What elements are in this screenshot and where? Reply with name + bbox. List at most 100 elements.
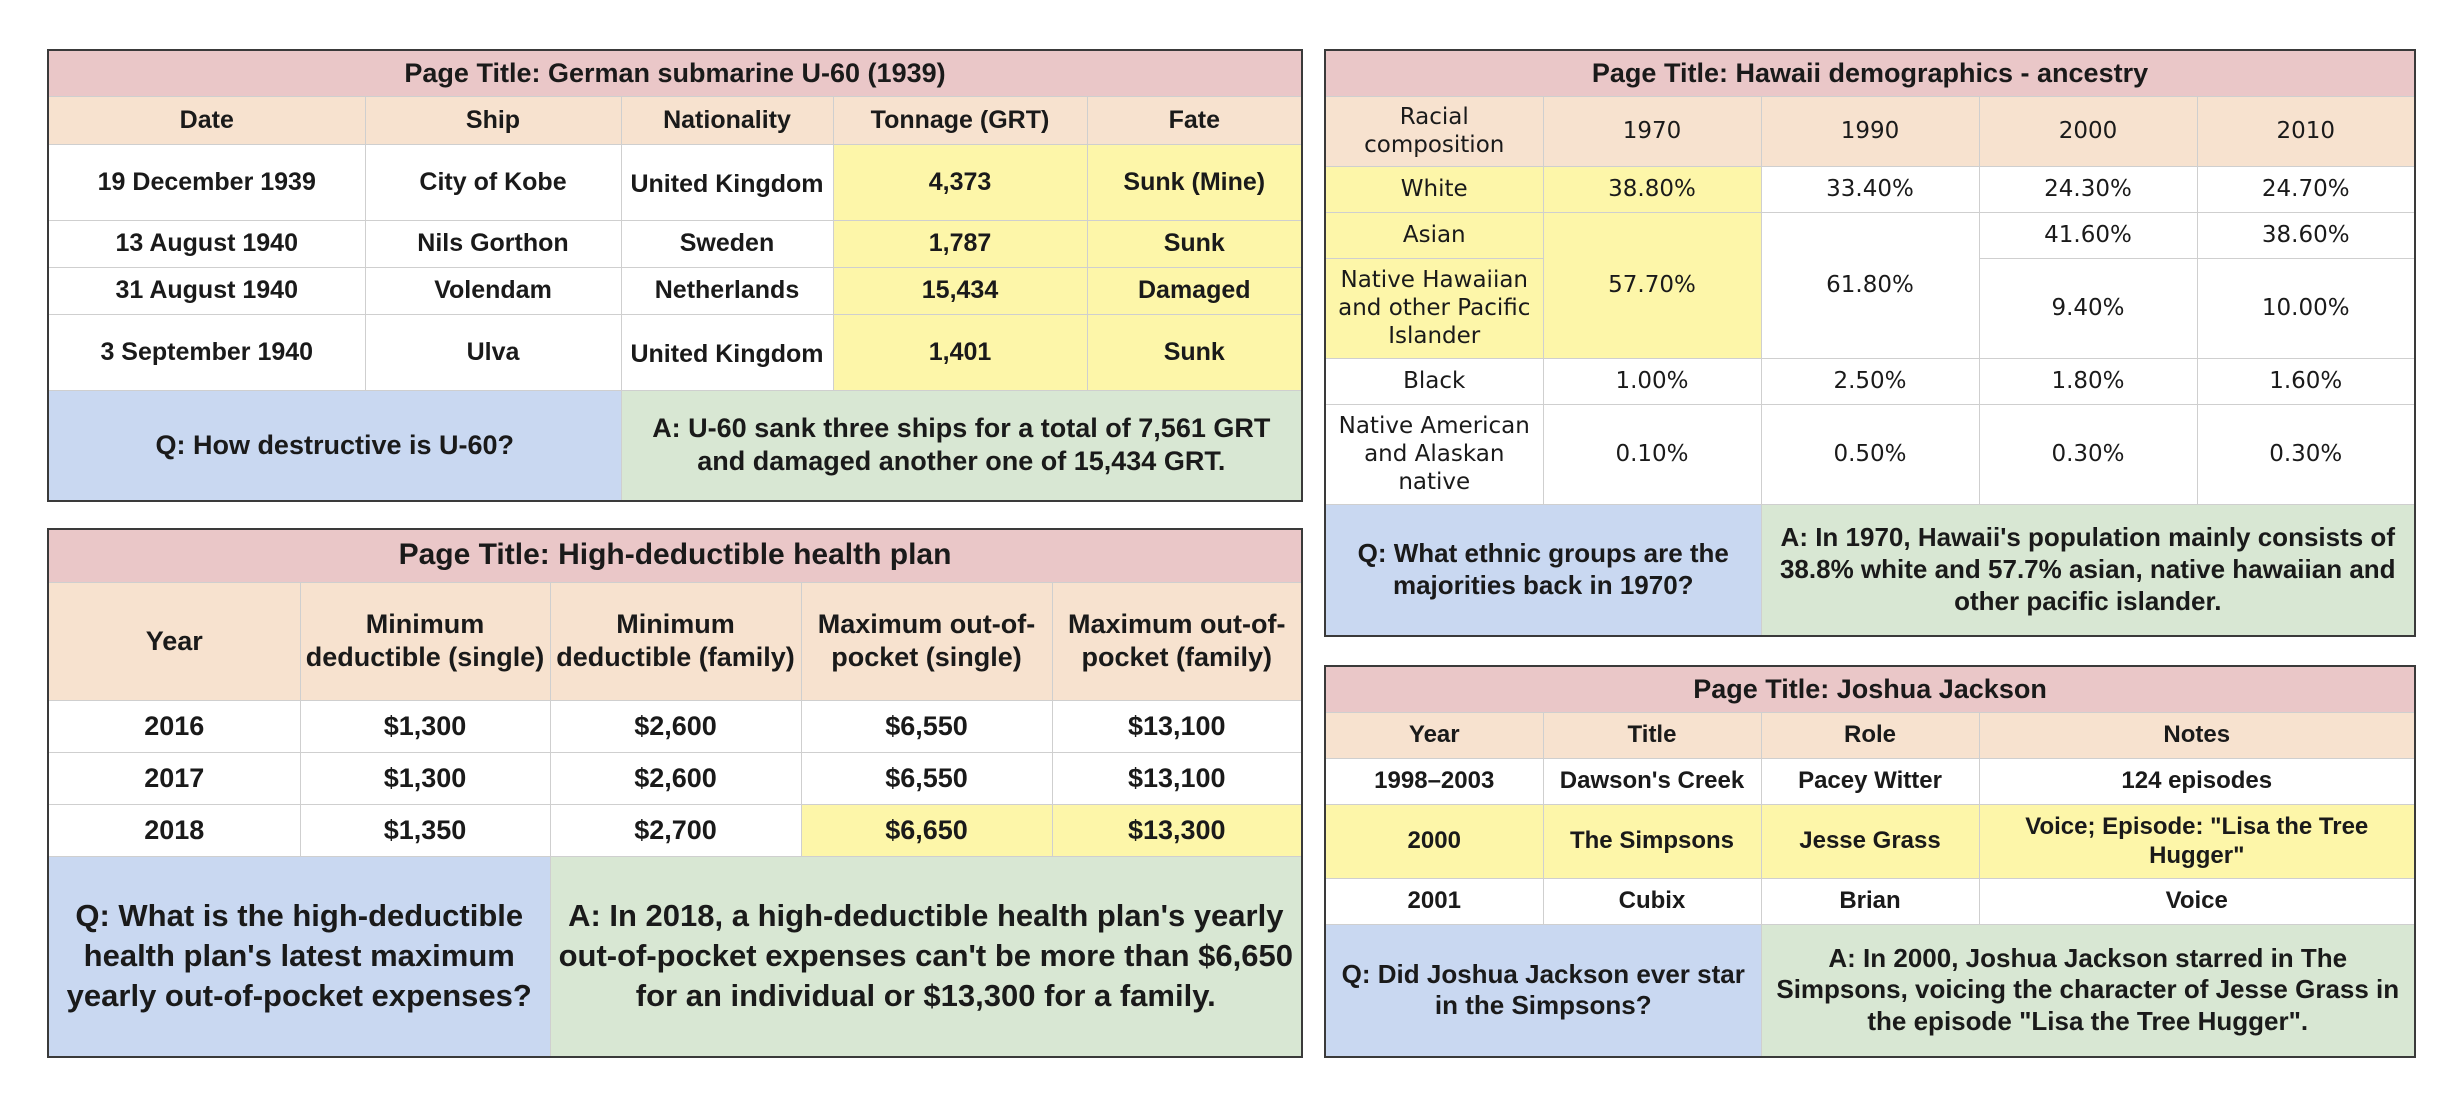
table-header-row: Year Minimum deductible (single) Minimum… — [47, 581, 1303, 701]
table-cell: $1,300 — [299, 699, 551, 753]
table-cell: 57.70% — [1542, 211, 1762, 359]
table-cell: White — [1324, 165, 1544, 213]
column-header: Fate — [1086, 95, 1303, 145]
table-cell: $1,300 — [299, 751, 551, 805]
table-cell: Voice — [1978, 877, 2416, 925]
page-title: Page Title: German submarine U-60 (1939) — [47, 49, 1303, 97]
table-cell: $13,100 — [1051, 751, 1303, 805]
table-cell: Sunk — [1086, 219, 1303, 268]
column-header: Racial composition — [1324, 95, 1544, 167]
table-cell: $6,550 — [800, 699, 1053, 753]
page-title: Page Title: Joshua Jackson — [1324, 665, 2416, 713]
table-row: 2000 The Simpsons Jesse Grass Voice; Epi… — [1324, 803, 2416, 879]
table-header-row: Racial composition 1970 1990 2000 2010 — [1324, 95, 2416, 167]
table-cell: 9.40% — [1978, 257, 2198, 359]
question-text: Q: How destructive is U-60? — [47, 389, 622, 502]
table-row: 2017 $1,300 $2,600 $6,550 $13,100 — [47, 751, 1303, 805]
question-text: Q: What is the high-deductible health pl… — [47, 855, 551, 1058]
table-row: 13 August 1940 Nils Gorthon Sweden 1,787… — [47, 219, 1303, 268]
table-cell: 2000 — [1324, 803, 1544, 879]
table-cell: Sweden — [620, 219, 834, 268]
qa-row: Q: What ethnic groups are the majorities… — [1324, 503, 2416, 637]
table-cell: 2017 — [47, 751, 301, 805]
table-cell: 1,787 — [832, 219, 1088, 268]
qa-row: Q: How destructive is U-60? A: U-60 sank… — [47, 389, 1303, 502]
column-header: 2000 — [1978, 95, 2198, 167]
table-cell: 31 August 1940 — [47, 266, 366, 315]
table-cell: $2,700 — [549, 803, 802, 857]
answer-text: A: In 2018, a high-deductible health pla… — [549, 855, 1303, 1058]
table-row: Asian 57.70% 61.80% 41.60% 38.60% — [1324, 211, 2416, 359]
table-cell: Black — [1324, 357, 1544, 405]
table-cell: 0.30% — [1978, 403, 2198, 505]
hdhp-table: Page Title: High-deductible health plan … — [47, 528, 1304, 1058]
table-row: Native American and Alaskan native 0.10%… — [1324, 403, 2416, 505]
table-cell: Dawson's Creek — [1542, 757, 1762, 805]
question-text: Q: Did Joshua Jackson ever star in the S… — [1324, 923, 1762, 1058]
table-cell: Sunk (Mine) — [1086, 143, 1303, 221]
column-header: Minimum deductible (family) — [549, 581, 802, 701]
u60-qa-block: Page Title: German submarine U-60 (1939)… — [47, 49, 1304, 502]
table-header-row: Date Ship Nationality Tonnage (GRT) Fate — [47, 95, 1303, 145]
jackson-qa-block: Page Title: Joshua Jackson Year Title Ro… — [1324, 665, 2417, 1058]
table-cell: 0.50% — [1760, 403, 1980, 505]
column-header: Year — [47, 581, 301, 701]
column-header: Maximum out-of-pocket (family) — [1051, 581, 1303, 701]
table-cell: Cubix — [1542, 877, 1762, 925]
column-header: Tonnage (GRT) — [832, 95, 1088, 145]
table-cell: 38.80% — [1542, 165, 1762, 213]
table-cell: Ulva — [364, 313, 622, 391]
table-cell: 1.60% — [2196, 357, 2416, 405]
column-header: Ship — [364, 95, 622, 145]
table-cell: 1.80% — [1978, 357, 2198, 405]
table-cell: Asian — [1324, 211, 1544, 259]
table-cell: $13,100 — [1051, 699, 1303, 753]
table-cell: Pacey Witter — [1760, 757, 1980, 805]
table-cell: $2,600 — [549, 699, 802, 753]
table-cell: United Kingdom — [620, 143, 834, 221]
table-cell: 61.80% — [1760, 211, 1980, 359]
table-cell: $6,650 — [800, 803, 1053, 857]
u60-table: Page Title: German submarine U-60 (1939)… — [47, 49, 1304, 502]
table-cell: 38.60% — [2196, 211, 2416, 259]
column-header: 1970 — [1542, 95, 1762, 167]
table-cell: Volendam — [364, 266, 622, 315]
column-header: Year — [1324, 711, 1544, 759]
table-row: 31 August 1940 Volendam Netherlands 15,4… — [47, 266, 1303, 315]
table-cell: 4,373 — [832, 143, 1088, 221]
column-header: Maximum out-of-pocket (single) — [800, 581, 1053, 701]
table-cell: Native Hawaiian and other Pacific Island… — [1324, 257, 1544, 359]
table-cell: Nils Gorthon — [364, 219, 622, 268]
table-cell: Sunk — [1086, 313, 1303, 391]
table-cell: $1,350 — [299, 803, 551, 857]
table-row: Black 1.00% 2.50% 1.80% 1.60% — [1324, 357, 2416, 405]
table-cell: Netherlands — [620, 266, 834, 315]
table-row: 3 September 1940 Ulva United Kingdom 1,4… — [47, 313, 1303, 391]
table-cell: 2.50% — [1760, 357, 1980, 405]
column-header: Role — [1760, 711, 1980, 759]
answer-text: A: In 2000, Joshua Jackson starred in Th… — [1760, 923, 2416, 1058]
table-cell: 3 September 1940 — [47, 313, 366, 391]
table-cell: $6,550 — [800, 751, 1053, 805]
table-cell: 1,401 — [832, 313, 1088, 391]
table-cell: The Simpsons — [1542, 803, 1762, 879]
table-cell: 2001 — [1324, 877, 1544, 925]
qa-row: Q: What is the high-deductible health pl… — [47, 855, 1303, 1058]
table-row: Native Hawaiian and other Pacific Island… — [1324, 257, 2416, 359]
table-cell: 24.70% — [2196, 165, 2416, 213]
table-row: 2018 $1,350 $2,700 $6,650 $13,300 — [47, 803, 1303, 857]
table-cell: 24.30% — [1978, 165, 2198, 213]
page-title: Page Title: Hawaii demographics - ancest… — [1324, 49, 2416, 97]
qa-row: Q: Did Joshua Jackson ever star in the S… — [1324, 923, 2416, 1058]
table-row: 2016 $1,300 $2,600 $6,550 $13,100 — [47, 699, 1303, 753]
table-cell: 10.00% — [2196, 257, 2416, 359]
table-cell: 41.60% — [1978, 211, 2198, 259]
table-cell: 13 August 1940 — [47, 219, 366, 268]
column-header: Notes — [1978, 711, 2416, 759]
jackson-table: Page Title: Joshua Jackson Year Title Ro… — [1324, 665, 2417, 1058]
table-cell: 1998–2003 — [1324, 757, 1544, 805]
table-cell: Voice; Episode: "Lisa the Tree Hugger" — [1978, 803, 2416, 879]
table-header-row: Year Title Role Notes — [1324, 711, 2416, 759]
column-header: Nationality — [620, 95, 834, 145]
page-title: Page Title: High-deductible health plan — [47, 528, 1303, 583]
